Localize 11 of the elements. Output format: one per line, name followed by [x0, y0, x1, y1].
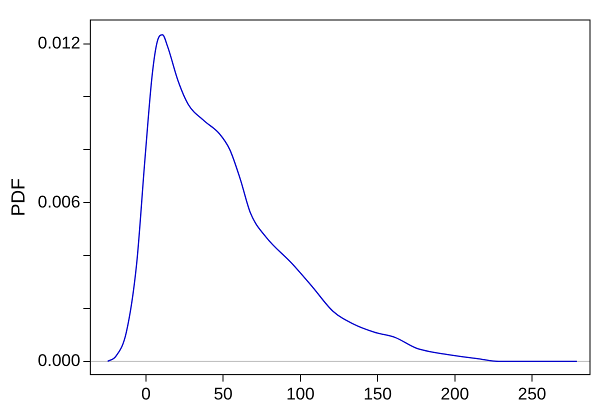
y-tick-label: 0.006	[38, 192, 80, 212]
y-tick-label: 0.000	[38, 351, 80, 370]
x-tick-label: 150	[363, 384, 392, 404]
x-tick-label: 0	[141, 384, 151, 404]
y-tick-label: 0.012	[38, 34, 80, 53]
x-tick-label: 50	[214, 384, 233, 404]
line-series	[106, 34, 578, 362]
x-tick-label: 250	[518, 384, 546, 404]
y-axis-title: PDF	[8, 178, 30, 216]
x-tick-label: 200	[440, 384, 470, 404]
x-tick-label: 100	[286, 384, 315, 404]
